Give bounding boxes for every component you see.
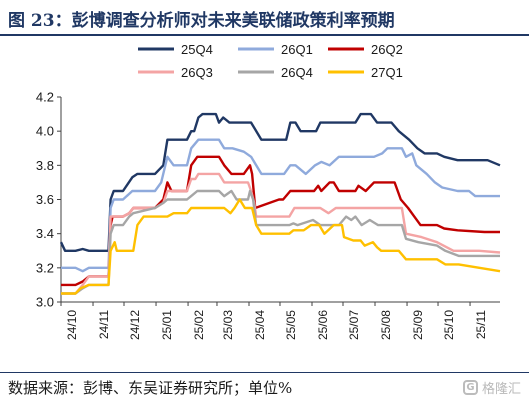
legend-label-27q1: 27Q1 [371,65,403,80]
x-tick-label: 25/01 [160,310,174,340]
line-chart: 25Q4 26Q1 26Q2 26Q3 26Q4 27Q1 3.0 3.2 3.4 3.6 3.8… [36,42,501,340]
x-tick-label: 25/04 [253,310,267,340]
chart-legend: 25Q4 26Q1 26Q2 26Q3 26Q4 27Q1 [138,42,403,80]
y-tick-label: 3.2 [36,260,54,275]
x-tick-label: 25/03 [221,310,235,340]
x-axis: 24/10 24/11 24/12 25/01 25/02 25/03 25/04 25/05… [60,301,500,340]
series-line-26q1 [61,138,500,273]
x-tick-label: 25/11 [474,310,488,339]
watermark: G 格隆汇 [462,378,521,397]
x-tick-label: 25/02 [192,310,206,340]
x-tick-label: 24/12 [128,310,142,340]
y-tick-label: 3.0 [36,295,54,310]
legend-label-25q4: 25Q4 [181,42,213,57]
x-tick-label: 25/10 [442,310,456,340]
source-note: 数据来源：彭博、东吴证券研究所；单位% [8,379,293,397]
series-line-26q3 [61,172,501,295]
x-tick-label: 25/05 [284,310,298,340]
y-tick-label: 3.6 [36,192,54,207]
watermark-text: 格隆汇 [481,382,521,397]
series-line-26q4 [61,189,500,295]
x-tick-label: 25/06 [316,310,330,340]
series-line-25q4 [59,112,501,252]
x-tick-label: 25/08 [379,310,393,340]
figure-title: 图 23：彭博调查分析师对未来美联储政策利率预期 [8,11,395,31]
title-rule [0,34,529,36]
watermark-logo-icon: G [462,380,478,395]
y-axis: 3.0 3.2 3.4 3.6 3.8 4.0 4.2 [36,90,62,310]
x-tick-label: 25/07 [347,310,361,340]
legend-label-26q3: 26Q3 [181,65,213,80]
y-tick-label: 4.2 [36,90,54,105]
title-bar: 图 23：彭博调查分析师对未来美联储政策利率预期 [0,0,529,36]
series-layer [59,112,501,295]
x-tick-label: 24/11 [97,310,111,339]
legend-label-26q2: 26Q2 [371,42,403,57]
y-tick-label: 4.0 [36,124,54,139]
y-tick-label: 3.4 [36,226,54,241]
y-tick-label: 3.8 [36,158,54,173]
legend-label-26q1: 26Q1 [281,42,313,57]
series-line-27q1 [61,198,501,295]
legend-label-26q4: 26Q4 [281,65,313,80]
bottom-rule [0,372,529,373]
x-tick-label: 24/10 [65,310,79,340]
x-tick-label: 25/09 [411,310,425,340]
